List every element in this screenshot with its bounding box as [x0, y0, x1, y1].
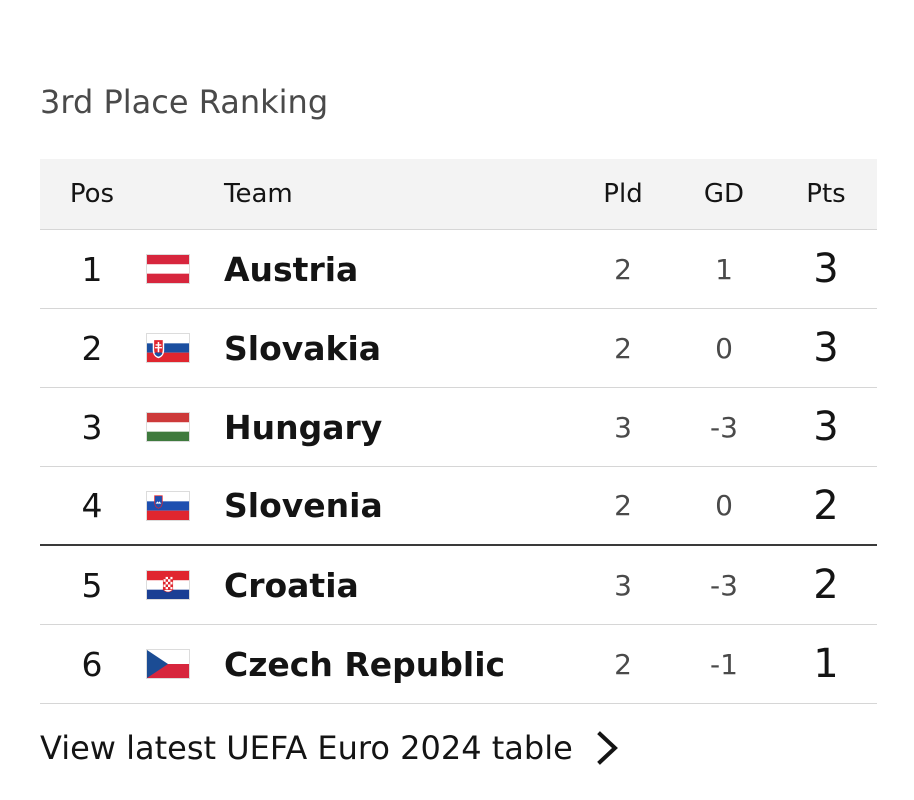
- view-full-table-label: View latest UEFA Euro 2024 table: [40, 729, 573, 767]
- view-full-table-link[interactable]: View latest UEFA Euro 2024 table: [40, 724, 621, 772]
- header-team: Team: [224, 179, 293, 209]
- row-pld: 2: [614, 252, 632, 286]
- row-team[interactable]: Slovenia: [224, 486, 383, 525]
- slovakia-flag-icon: [146, 333, 190, 363]
- row-pld: 2: [614, 489, 632, 522]
- row-team[interactable]: Czech Republic: [224, 644, 506, 684]
- row-team[interactable]: Slovakia: [224, 328, 382, 368]
- table-row: 6 Czech Republic 2 -1 1: [40, 625, 877, 704]
- row-gd: -3: [710, 410, 738, 444]
- row-pos: 6: [81, 644, 103, 684]
- table-row: 2 Slovakia 2 0 3: [40, 309, 877, 388]
- table-row: 1 Austria 2 1 3: [40, 230, 877, 309]
- header-pos: Pos: [69, 179, 115, 209]
- row-pld: 3: [614, 410, 632, 444]
- row-pos: 5: [81, 565, 103, 605]
- row-pts: 3: [813, 404, 839, 450]
- croatia-flag-icon: [146, 570, 190, 600]
- header-gd: GD: [703, 179, 745, 209]
- row-gd: -1: [710, 647, 738, 681]
- header-pld: Pld: [603, 179, 643, 209]
- header-pts: Pts: [806, 179, 846, 209]
- table-row: 3 Hungary 3 -3 3: [40, 388, 877, 467]
- page-title: 3rd Place Ranking: [40, 83, 329, 121]
- austria-flag-icon: [146, 254, 190, 284]
- row-pos: 1: [81, 249, 103, 289]
- table-row: 5: [40, 546, 877, 625]
- row-pld: 2: [614, 331, 632, 365]
- czech-republic-flag-icon: [146, 649, 190, 679]
- table-row: 4 Slovenia 2 0 2: [40, 467, 877, 546]
- row-pos: 3: [81, 407, 103, 447]
- hungary-flag-icon: [146, 412, 190, 442]
- row-team[interactable]: Austria: [224, 249, 359, 289]
- slovenia-flag-icon: [146, 490, 190, 521]
- row-pos: 2: [81, 328, 103, 368]
- row-pts: 2: [813, 482, 839, 529]
- row-pld: 2: [614, 647, 632, 681]
- row-gd: -3: [710, 568, 738, 602]
- row-team[interactable]: Croatia: [224, 565, 359, 605]
- row-pos: 4: [81, 486, 103, 525]
- row-gd: 0: [715, 489, 733, 522]
- row-gd: 0: [715, 331, 733, 365]
- row-pts: 2: [813, 562, 839, 608]
- table-header: Pos Team Pld GD Pts: [40, 159, 877, 230]
- chevron-right-icon: [595, 731, 621, 765]
- standings-table: Pos Team Pld GD Pts 1 Austria 2 1 3 2: [40, 159, 877, 704]
- row-pld: 3: [614, 568, 632, 602]
- row-team[interactable]: Hungary: [224, 407, 383, 447]
- row-pts: 1: [813, 641, 839, 687]
- row-gd: 1: [715, 252, 733, 286]
- row-pts: 3: [813, 246, 839, 292]
- row-pts: 3: [813, 325, 839, 371]
